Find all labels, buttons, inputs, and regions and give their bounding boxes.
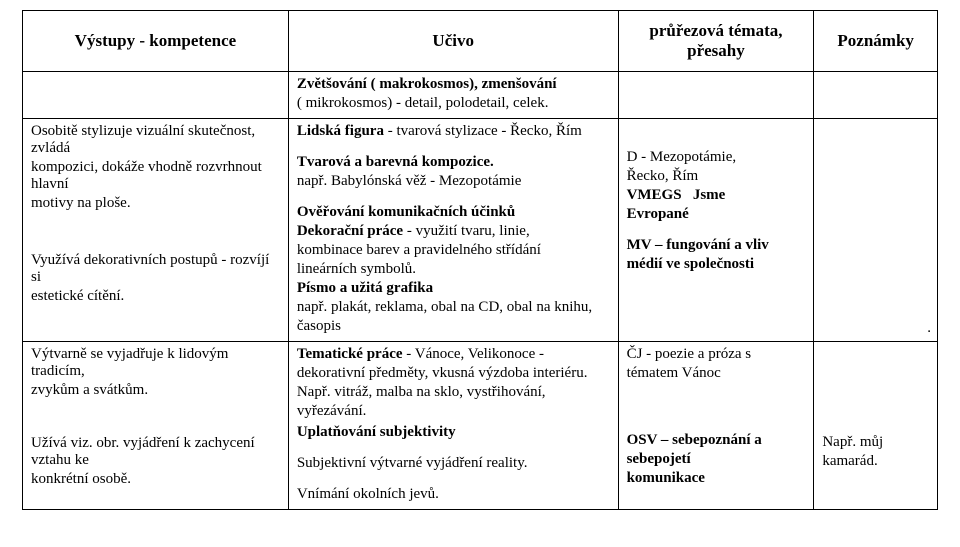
r2-c2-b2-l2: např. Babylónská věž - Mezopotámie: [297, 173, 612, 190]
r2-c2-b2-bold: Tvarová a barevná kompozice.: [297, 154, 612, 171]
r3-c2-b1-bold: Tematické práce: [297, 346, 403, 362]
r2-c2-b3-l4: lineárních symbolů.: [297, 261, 612, 278]
r2-c1-b1-l3: motivy na ploše.: [31, 195, 282, 212]
header-row: Výstupy - kompetence Učivo průřezová tém…: [23, 11, 938, 72]
r2-c4-dot: .: [927, 320, 931, 336]
r2-c2-b3-rest2: - využití tvaru, linie,: [403, 223, 530, 239]
r3-c2-b2-l2: Subjektivní výtvarné vyjádření reality.: [297, 455, 612, 472]
r2-c2-b3-l6: např. plakát, reklama, obal na CD, obal …: [297, 299, 612, 316]
page: Výstupy - kompetence Učivo průřezová tém…: [0, 0, 960, 547]
r3-c2: Tematické práce - Vánoce, Velikonoce - d…: [288, 342, 618, 510]
r3-c4-l1: Např. můj: [822, 434, 931, 451]
header-col2: Učivo: [288, 11, 618, 72]
r3-c4-l2: kamarád.: [822, 453, 931, 470]
r3-c1-b2-l1: Užívá viz. obr. vyjádření k zachycení vz…: [31, 435, 282, 469]
r2-c2-b3-bold2: Dekorační práce: [297, 223, 403, 239]
header-col3-l2: přesahy: [687, 41, 745, 60]
row-1: Zvětšování ( makrokosmos), zmenšování ( …: [23, 72, 938, 119]
row-3: Výtvarně se vyjadřuje k lidovým tradicím…: [23, 342, 938, 510]
row-2: Osobitě stylizuje vizuální skutečnost, z…: [23, 119, 938, 342]
r3-c3: ČJ - poezie a próza s tématem Vánoc OSV …: [618, 342, 814, 510]
r2-c3-b2-bold2: médií ve společnosti: [627, 256, 808, 273]
r3-c1-b1-l2: zvykům a svátkům.: [31, 382, 282, 399]
r2-c1: Osobitě stylizuje vizuální skutečnost, z…: [23, 119, 289, 342]
r3-c2-b1-l3: Např. vitráž, malba na sklo, vystřihován…: [297, 384, 612, 401]
r3-c2-b3-l1: Vnímání okolních jevů.: [297, 486, 612, 503]
r3-c3-b2-bold3: komunikace: [627, 470, 808, 487]
r2-c2-b3-l7: časopis: [297, 318, 612, 335]
r3-c3-b1-l2: tématem Vánoc: [627, 365, 808, 382]
header-col3: průřezová témata, přesahy: [618, 11, 814, 72]
r2-c2-b3-l3: kombinace barev a pravidelného střídání: [297, 242, 612, 259]
r3-c2-b2-bold: Uplatňování subjektivity: [297, 424, 612, 441]
r2-c2-b1-rest: - tvarová stylizace - Řecko, Řím: [384, 123, 582, 139]
r3-c1-b1-l1: Výtvarně se vyjadřuje k lidovým tradicím…: [31, 346, 282, 380]
r3-c2-b1-l4: vyřezávání.: [297, 403, 612, 420]
r3-c2-b1-rest: - Vánoce, Velikonoce -: [403, 346, 544, 362]
r2-c2-b3-bold5: Písmo a užitá grafika: [297, 280, 612, 297]
r3-c3-b2-bold1: OSV – sebepoznání a: [627, 432, 808, 449]
r3-c3-b2-bold2: sebepojetí: [627, 451, 808, 468]
r2-c1-b2-l1: Využívá dekorativních postupů - rozvíjí …: [31, 252, 282, 286]
r2-c1-b2-l2: estetické cítění.: [31, 288, 282, 305]
header-col4: Poznámky: [814, 11, 938, 72]
r2-c4: .: [814, 119, 938, 342]
header-col1: Výstupy - kompetence: [23, 11, 289, 72]
r2-c3-bold3a: VMEGS: [627, 187, 686, 203]
r2-c1-b1-l1: Osobitě stylizuje vizuální skutečnost, z…: [31, 123, 282, 157]
r3-c1: Výtvarně se vyjadřuje k lidovým tradicím…: [23, 342, 289, 510]
r2-c2: Lidská figura - tvarová stylizace - Řeck…: [288, 119, 618, 342]
r1-c3: [618, 72, 814, 119]
r2-c1-b1-l2: kompozici, dokáže vhodně rozvrhnout hlav…: [31, 159, 282, 193]
r2-c2-b3-bold1: Ověřování komunikačních účinků: [297, 204, 612, 221]
r1-c2-l2: ( mikrokosmos) - detail, polodetail, cel…: [297, 95, 612, 112]
r1-c2-bold: Zvětšování ( makrokosmos), zmenšování: [297, 76, 557, 92]
r2-c2-b1-bold: Lidská figura: [297, 123, 384, 139]
r2-c3-bold3b: Jsme: [693, 187, 726, 203]
r1-c1: [23, 72, 289, 119]
r2-c3-b2-bold1: MV – fungování a vliv: [627, 237, 808, 254]
r2-c3-l2: Řecko, Řím: [627, 168, 808, 185]
r1-c4: [814, 72, 938, 119]
r3-c3-b1-l1: ČJ - poezie a próza s: [627, 346, 808, 363]
r2-c3-l1: D - Mezopotámie,: [627, 149, 808, 166]
header-col3-l1: průřezová témata,: [649, 21, 782, 40]
r3-c4: Např. můj kamarád.: [814, 342, 938, 510]
r2-c3: D - Mezopotámie, Řecko, Řím VMEGS Jsme E…: [618, 119, 814, 342]
r2-c3-bold4: Evropané: [627, 206, 808, 223]
r3-c1-b2-l2: konkrétní osobě.: [31, 471, 282, 488]
curriculum-table: Výstupy - kompetence Učivo průřezová tém…: [22, 10, 938, 510]
r3-c2-b1-l2: dekorativní předměty, vkusná výzdoba int…: [297, 365, 612, 382]
r1-c2: Zvětšování ( makrokosmos), zmenšování ( …: [288, 72, 618, 119]
